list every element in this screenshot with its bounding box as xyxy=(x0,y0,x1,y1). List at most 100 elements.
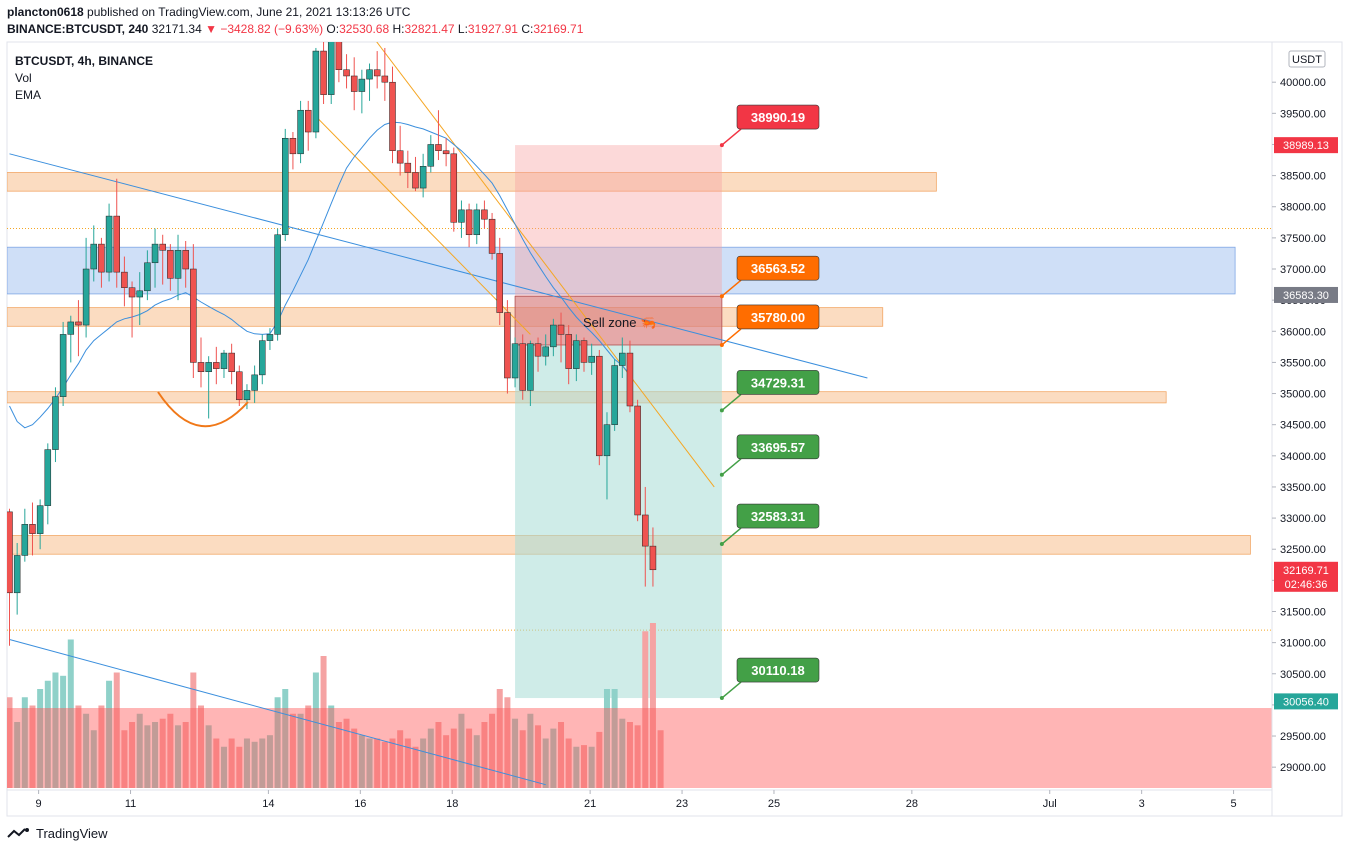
high-value: 32821.47 xyxy=(404,22,455,36)
author-name[interactable]: plancton0618 xyxy=(7,5,84,19)
volume-bar xyxy=(167,713,174,788)
trendline-upper-blue[interactable] xyxy=(9,153,868,379)
tradingview-logo[interactable]: TradingView xyxy=(7,826,108,841)
candle-body xyxy=(611,365,618,425)
target-badge[interactable] xyxy=(736,370,820,395)
volume-bar xyxy=(67,639,74,788)
volume-bar xyxy=(213,738,220,788)
publish-header: plancton0618 published on TradingView.co… xyxy=(7,5,410,19)
target-label: 36563.52 xyxy=(751,261,805,276)
time-tick-label: 3 xyxy=(1139,798,1145,810)
target-leader xyxy=(721,279,742,297)
volume-bar xyxy=(106,680,113,788)
target-label: 33695.57 xyxy=(751,440,805,455)
volume-bar xyxy=(113,672,120,788)
candle xyxy=(59,321,67,407)
candle xyxy=(52,387,59,463)
target-badge[interactable] xyxy=(736,104,820,130)
candle xyxy=(151,228,159,288)
candle xyxy=(259,334,266,385)
candle-body xyxy=(626,352,634,407)
volume-bar xyxy=(243,738,250,788)
candle-body xyxy=(304,109,312,133)
volume-highlight-band xyxy=(7,708,1272,788)
candle xyxy=(320,42,327,104)
target-dot xyxy=(719,342,724,347)
candle xyxy=(504,300,511,394)
volume-bar xyxy=(136,713,143,788)
target-leader xyxy=(721,393,742,411)
target-dot xyxy=(719,542,724,547)
candle xyxy=(358,69,366,114)
volume-bar xyxy=(527,713,534,788)
trendline-channel-upper[interactable] xyxy=(370,32,715,488)
volume-bar xyxy=(412,746,419,788)
volume-bar xyxy=(98,705,105,788)
trendline-volume-trend[interactable] xyxy=(9,639,546,786)
time-axis[interactable] xyxy=(6,789,1273,817)
target-label: 32583.31 xyxy=(751,509,805,524)
volume-bar xyxy=(404,738,411,788)
candle-body xyxy=(75,321,82,326)
volume-bar xyxy=(496,689,503,788)
candle-body xyxy=(282,137,289,236)
candle-body xyxy=(144,262,151,292)
price-tick-label: 32500.00 xyxy=(1280,544,1326,556)
volume-bar xyxy=(305,705,312,788)
candle xyxy=(213,346,220,385)
target-leader xyxy=(721,458,742,476)
price-axis[interactable] xyxy=(1271,41,1343,817)
candle xyxy=(427,135,435,173)
sell-zone-area xyxy=(514,295,723,346)
volume-bar xyxy=(144,725,151,788)
volume-bar xyxy=(335,722,342,788)
candle-body xyxy=(419,166,427,189)
time-tick-label: 16 xyxy=(354,798,366,810)
target-dot xyxy=(719,408,724,413)
currency-box[interactable] xyxy=(1288,50,1326,68)
candle-body xyxy=(343,69,350,77)
candle-body xyxy=(358,78,366,92)
candle-body xyxy=(213,362,220,369)
support-resistance-zone xyxy=(7,307,884,327)
candle xyxy=(412,156,419,192)
target-badge[interactable] xyxy=(736,503,820,529)
price-tick-label: 31500.00 xyxy=(1280,606,1326,618)
target-label: 38990.19 xyxy=(751,110,805,125)
target-badge[interactable] xyxy=(736,304,820,330)
candle-body xyxy=(488,218,496,254)
legend-symbol[interactable]: BTCUSDT, 4h, BINANCE xyxy=(15,54,154,68)
target-badge[interactable] xyxy=(736,657,820,683)
close-value: 32169.71 xyxy=(533,22,584,36)
candle xyxy=(419,153,427,198)
candle xyxy=(121,256,128,307)
volume-bar xyxy=(159,718,166,788)
candle-body xyxy=(312,50,320,133)
target-label: 35780.00 xyxy=(751,310,805,325)
candle-body xyxy=(243,390,251,401)
legend-volume[interactable]: Vol xyxy=(15,71,32,85)
time-tick-label: 9 xyxy=(36,798,42,810)
last-price: 32171.34 xyxy=(151,22,202,36)
target-badge[interactable] xyxy=(736,434,820,460)
volume-bar xyxy=(657,730,664,788)
candle-body xyxy=(534,343,542,357)
candle-body xyxy=(573,340,580,369)
volume-bar xyxy=(626,722,633,788)
trendline-channel-lower[interactable] xyxy=(315,116,531,335)
volume-bar xyxy=(389,738,396,788)
legend-ema[interactable]: EMA xyxy=(15,88,42,102)
candle xyxy=(251,365,258,403)
price-badge xyxy=(1274,286,1338,303)
volume-bar xyxy=(542,738,549,788)
time-tick-label: 23 xyxy=(676,798,688,810)
candle xyxy=(144,250,151,301)
candle xyxy=(519,334,526,400)
candle xyxy=(404,150,412,189)
time-tick-label: 28 xyxy=(906,798,918,810)
candle-body xyxy=(427,144,435,167)
target-badge[interactable] xyxy=(736,255,820,281)
candle xyxy=(596,349,603,466)
volume-bar xyxy=(29,705,36,788)
